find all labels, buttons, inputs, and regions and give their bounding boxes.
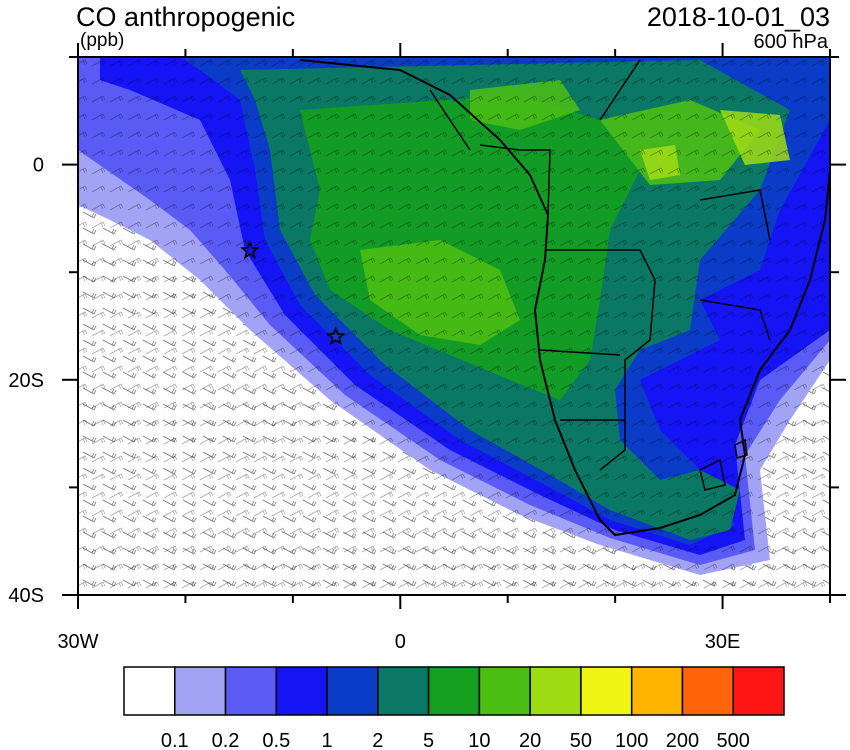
colorbar-label: 20 bbox=[519, 730, 541, 750]
colorbar-swatch bbox=[275, 666, 328, 716]
pressure-level-label: 600 hPa bbox=[753, 31, 828, 53]
plot-frame bbox=[77, 56, 831, 596]
colorbar-label: 100 bbox=[615, 730, 648, 750]
colorbar-label: 200 bbox=[666, 730, 699, 750]
colorbar-label: 10 bbox=[468, 730, 490, 750]
colorbar-label: 50 bbox=[570, 730, 592, 750]
colorbar-swatch bbox=[732, 666, 785, 716]
longitude-labels: 30W 0 30E bbox=[57, 631, 740, 653]
colorbar-swatch bbox=[427, 666, 481, 716]
latitude-label: 0 bbox=[33, 155, 44, 177]
colorbar-swatch bbox=[123, 666, 176, 716]
colorbar-label: 500 bbox=[717, 730, 750, 750]
latitude-label: 20S bbox=[8, 370, 44, 392]
colorbar-swatch bbox=[174, 666, 227, 716]
station-markers bbox=[240, 240, 346, 345]
colorbar-label: 0.2 bbox=[212, 730, 240, 750]
longitude-label: 30W bbox=[57, 631, 98, 653]
datetime-label: 2018-10-01_03 bbox=[646, 2, 830, 32]
axis-ticks bbox=[62, 43, 846, 609]
star-marker-icon bbox=[326, 326, 346, 345]
colorbar-label: 1 bbox=[322, 730, 333, 750]
colorbar-label: 2 bbox=[372, 730, 383, 750]
colorbar-swatch bbox=[681, 666, 734, 716]
latitude-label: 40S bbox=[8, 585, 44, 607]
longitude-label: 30E bbox=[705, 631, 741, 653]
colorbar-swatch bbox=[529, 666, 582, 716]
colorbar-label: 0.5 bbox=[262, 730, 290, 750]
latitude-labels: 0 20S 40S bbox=[8, 155, 44, 607]
units-label: (ppb) bbox=[80, 30, 125, 51]
colorbar-label: 5 bbox=[423, 730, 434, 750]
colorbar-labels: 0.1 0.2 0.5 1 2 5 10 20 50 100 200 500 bbox=[161, 730, 750, 750]
colorbar-swatch bbox=[326, 666, 379, 716]
map-title: CO anthropogenic bbox=[76, 2, 296, 32]
longitude-label: 0 bbox=[395, 631, 406, 653]
colorbar-swatch bbox=[377, 666, 430, 716]
colorbar-swatch bbox=[630, 666, 684, 716]
colorbar-label: 0.1 bbox=[161, 730, 189, 750]
colorbar-swatch bbox=[224, 666, 278, 716]
colorbar bbox=[123, 666, 785, 716]
star-marker-icon bbox=[240, 240, 260, 259]
colorbar-swatch bbox=[478, 666, 531, 716]
map-field bbox=[78, 57, 830, 595]
colorbar-swatch bbox=[580, 666, 633, 716]
